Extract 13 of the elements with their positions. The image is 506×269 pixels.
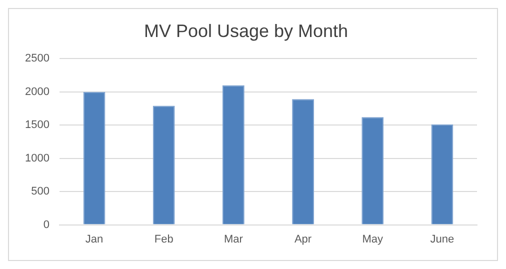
x-tick-label: Feb [154, 233, 174, 246]
x-tick-label: June [430, 233, 454, 246]
y-tick-label: 2500 [24, 52, 50, 65]
x-tick-label: May [362, 233, 384, 246]
x-tick-label: Apr [294, 233, 312, 246]
x-tick-label: Mar [224, 233, 244, 246]
y-tick-label: 1000 [24, 152, 50, 164]
y-tick-label: 1500 [24, 119, 50, 132]
y-tick-label: 500 [31, 186, 50, 198]
chart-title: MV Pool Usage by Month [144, 20, 348, 41]
y-tick-label: 0 [43, 218, 50, 231]
y-tick-label: 2000 [24, 86, 50, 98]
x-tick-label: Jan [85, 233, 104, 246]
